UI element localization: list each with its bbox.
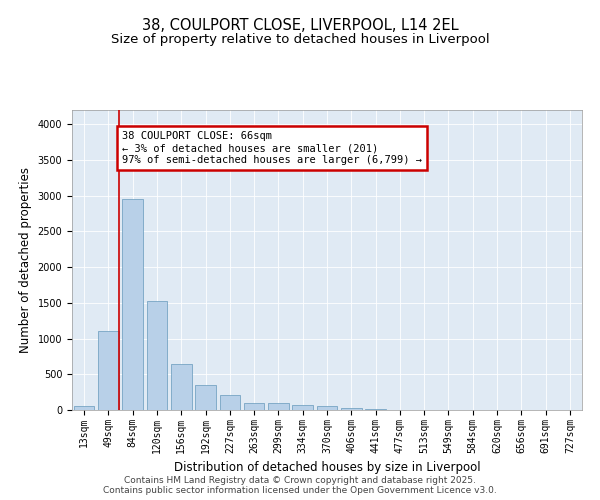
Bar [244, 403, 265, 410]
Y-axis label: Number of detached properties: Number of detached properties [19, 167, 32, 353]
X-axis label: Distribution of detached houses by size in Liverpool: Distribution of detached houses by size … [173, 461, 481, 474]
Bar [98, 332, 119, 410]
Bar [171, 364, 191, 410]
Bar [146, 302, 167, 410]
Bar [341, 408, 362, 410]
Text: 38, COULPORT CLOSE, LIVERPOOL, L14 2EL: 38, COULPORT CLOSE, LIVERPOOL, L14 2EL [142, 18, 458, 32]
Bar [292, 404, 313, 410]
Text: Contains HM Land Registry data © Crown copyright and database right 2025.: Contains HM Land Registry data © Crown c… [124, 476, 476, 485]
Text: Contains public sector information licensed under the Open Government Licence v3: Contains public sector information licen… [103, 486, 497, 495]
Bar [220, 395, 240, 410]
Bar [195, 385, 216, 410]
Bar [268, 403, 289, 410]
Bar [74, 406, 94, 410]
Bar [317, 406, 337, 410]
Text: 38 COULPORT CLOSE: 66sqm
← 3% of detached houses are smaller (201)
97% of semi-d: 38 COULPORT CLOSE: 66sqm ← 3% of detache… [122, 132, 422, 164]
Bar [122, 200, 143, 410]
Text: Size of property relative to detached houses in Liverpool: Size of property relative to detached ho… [110, 32, 490, 46]
